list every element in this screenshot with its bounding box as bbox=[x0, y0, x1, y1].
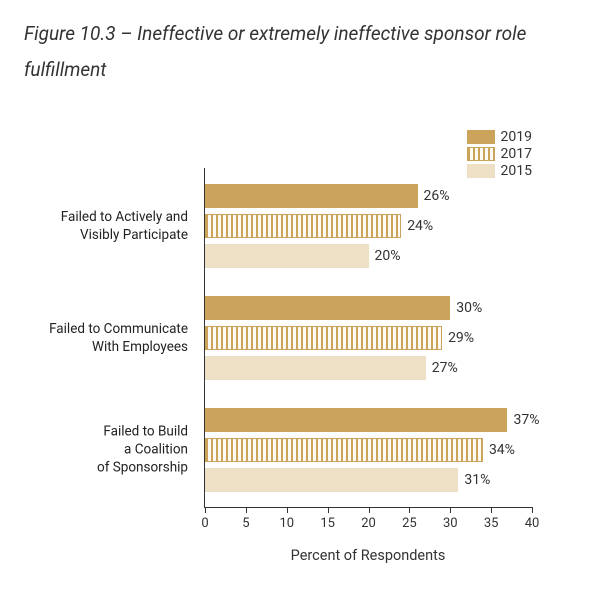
x-tick bbox=[205, 507, 206, 513]
legend-swatch-2017 bbox=[467, 147, 495, 161]
bar-2019 bbox=[205, 184, 418, 208]
category-label: Failed to CommunicateWith Employees bbox=[24, 319, 196, 355]
legend-label-2017: 2017 bbox=[501, 146, 532, 162]
x-tick bbox=[328, 507, 329, 513]
bar-value-label: 34% bbox=[489, 442, 515, 458]
x-tick bbox=[369, 507, 370, 513]
legend-label-2019: 2019 bbox=[501, 129, 532, 145]
x-tick bbox=[409, 507, 410, 513]
x-tick-label: 15 bbox=[320, 516, 335, 531]
bar-value-label: 30% bbox=[456, 300, 482, 316]
x-tick-label: 30 bbox=[443, 516, 458, 531]
bar-2017 bbox=[205, 214, 401, 238]
bar-2019 bbox=[205, 408, 507, 432]
legend-item-2017: 2017 bbox=[467, 146, 532, 162]
x-tick-label: 40 bbox=[525, 516, 540, 531]
x-tick-label: 35 bbox=[484, 516, 499, 531]
bar-2015 bbox=[205, 244, 369, 268]
bar-2017 bbox=[205, 326, 442, 350]
x-tick bbox=[287, 507, 288, 513]
x-tick-label: 0 bbox=[201, 516, 208, 531]
x-tick-label: 10 bbox=[279, 516, 294, 531]
chart: 2019 2017 2015 051015202530354026%24%20%… bbox=[24, 128, 572, 568]
category-label: Failed to Builda Coalitionof Sponsorship bbox=[24, 422, 196, 477]
bar-value-label: 24% bbox=[407, 218, 433, 234]
bar-2017 bbox=[205, 438, 483, 462]
x-tick-label: 5 bbox=[242, 516, 249, 531]
x-tick bbox=[246, 507, 247, 513]
bar-2019 bbox=[205, 296, 450, 320]
bar-value-label: 31% bbox=[464, 472, 490, 488]
figure-title: Figure 10.3 – Ineffective or extremely i… bbox=[24, 16, 572, 88]
x-tick-label: 25 bbox=[402, 516, 417, 531]
x-tick bbox=[532, 507, 533, 513]
bar-value-label: 26% bbox=[424, 188, 450, 204]
x-axis-title: Percent of Respondents bbox=[204, 547, 532, 564]
bar-value-label: 37% bbox=[513, 412, 539, 428]
bar-2015 bbox=[205, 468, 458, 492]
bar-value-label: 20% bbox=[375, 248, 401, 264]
plot-area: 051015202530354026%24%20%30%29%27%37%34%… bbox=[204, 168, 532, 508]
x-tick bbox=[450, 507, 451, 513]
category-label: Failed to Actively andVisibly Participat… bbox=[24, 207, 196, 243]
x-tick-label: 20 bbox=[361, 516, 376, 531]
legend-item-2019: 2019 bbox=[467, 129, 532, 145]
bar-value-label: 29% bbox=[448, 330, 474, 346]
bar-value-label: 27% bbox=[432, 360, 458, 376]
bar-2015 bbox=[205, 356, 426, 380]
legend-swatch-2019 bbox=[467, 130, 495, 144]
x-tick bbox=[491, 507, 492, 513]
